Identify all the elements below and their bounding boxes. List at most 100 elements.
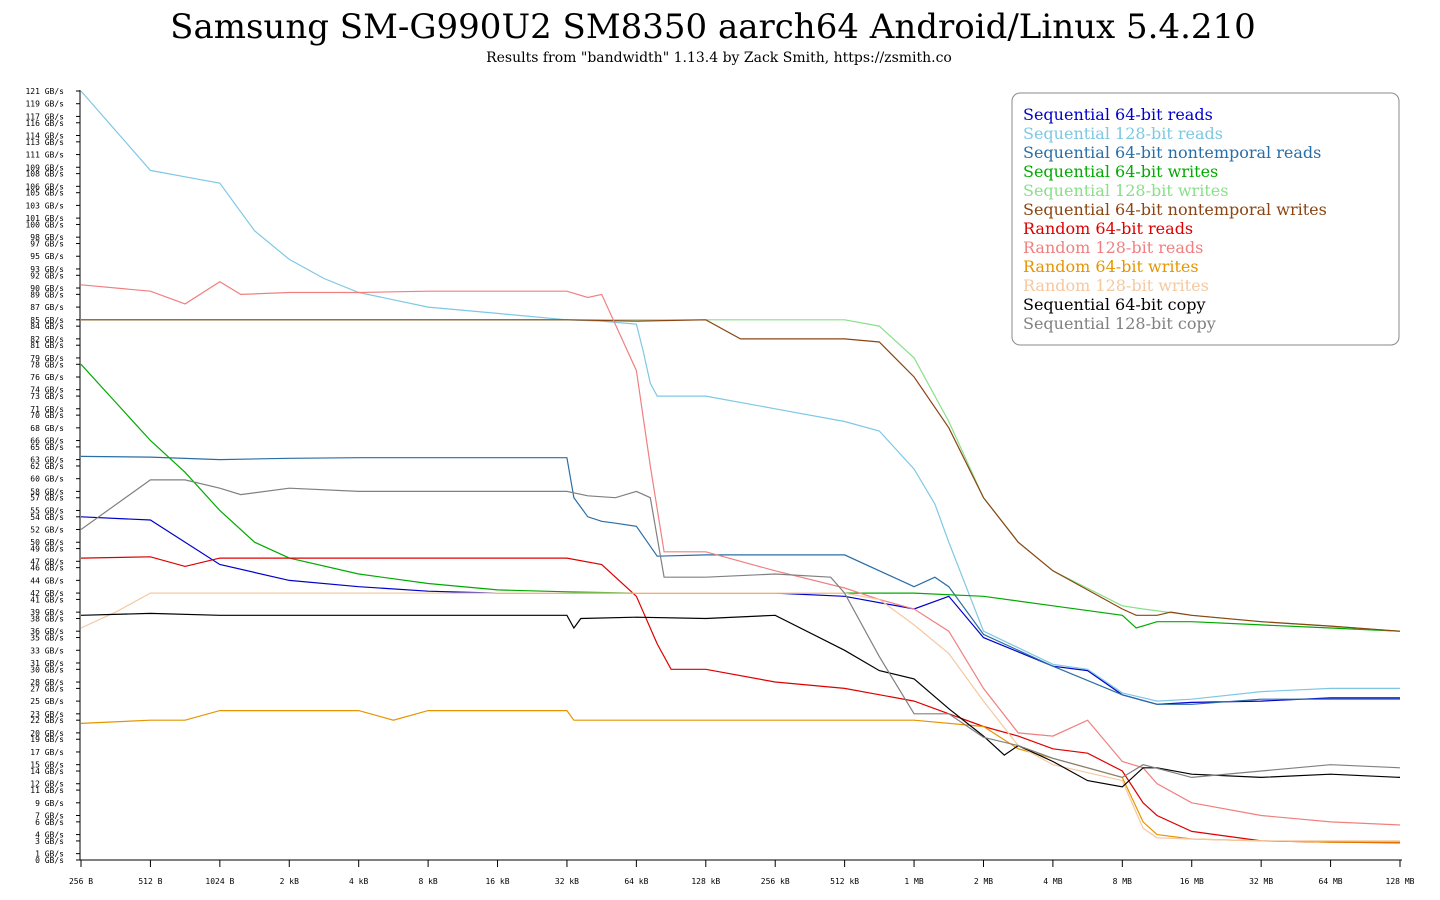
y-tick-label: 114 GB/s	[25, 131, 64, 140]
y-tick-label: 11 GB/s	[30, 786, 64, 795]
y-tick-label: 19 GB/s	[30, 735, 64, 744]
y-tick-label: 38 GB/s	[30, 614, 64, 623]
y-tick-label: 85 GB/s	[30, 316, 64, 325]
y-tick-label: 6 GB/s	[35, 818, 64, 827]
y-tick-label: 82 GB/s	[30, 335, 64, 344]
y-tick-label: 15 GB/s	[30, 761, 64, 770]
y-tick-label: 50 GB/s	[30, 538, 64, 547]
y-tick-label: 7 GB/s	[35, 812, 64, 821]
y-tick-label: 97 GB/s	[30, 240, 64, 249]
y-tick-label: 121 GB/s	[25, 87, 64, 96]
y-tick-label: 41 GB/s	[30, 595, 64, 604]
y-tick-label: 113 GB/s	[25, 138, 64, 147]
y-tick-label: 52 GB/s	[30, 526, 64, 535]
y-tick-label: 92 GB/s	[30, 271, 64, 280]
y-tick-label: 108 GB/s	[25, 170, 64, 179]
x-tick-label: 512 B	[138, 877, 162, 886]
chart-subtitle: Results from "bandwidth" 1.13.4 by Zack …	[486, 50, 952, 66]
series-line-4	[80, 363, 1401, 632]
y-tick-label: 117 GB/s	[25, 112, 64, 121]
series-line-11	[80, 612, 1401, 788]
x-tick-label: 16 MB	[1180, 877, 1204, 886]
legend-entry: Random 128-bit writes	[1023, 276, 1209, 295]
y-tick-label: 20 GB/s	[30, 729, 64, 738]
y-tick-label: 0 GB/s	[35, 856, 64, 865]
y-tick-label: 9 GB/s	[35, 799, 64, 808]
y-tick-label: 28 GB/s	[30, 678, 64, 687]
y-tick-label: 68 GB/s	[30, 424, 64, 433]
x-tick-label: 8 kB	[418, 877, 437, 886]
y-tick-label: 100 GB/s	[25, 220, 64, 229]
y-tick-label: 27 GB/s	[30, 684, 64, 693]
y-tick-label: 78 GB/s	[30, 360, 64, 369]
y-tick-label: 81 GB/s	[30, 341, 64, 350]
y-tick-label: 101 GB/s	[25, 214, 64, 223]
legend-box	[1011, 92, 1400, 346]
x-tick-label: 256 kB	[761, 877, 790, 886]
legend-entry: Sequential 128-bit writes	[1023, 181, 1228, 200]
x-tick-label: 4 MB	[1043, 877, 1062, 886]
y-tick-label: 84 GB/s	[30, 322, 64, 331]
legend-entry: Sequential 128-bit copy	[1023, 314, 1216, 333]
x-tick-label: 64 MB	[1319, 877, 1343, 886]
y-tick-label: 98 GB/s	[30, 233, 64, 242]
y-tick-label: 95 GB/s	[30, 252, 64, 261]
series-line-1	[80, 516, 1400, 705]
y-tick-label: 22 GB/s	[30, 716, 64, 725]
x-tick-label: 64 kB	[624, 877, 648, 886]
legend: Sequential 64-bit reads Sequential 128-bi…	[1011, 92, 1400, 346]
y-tick-label: 55 GB/s	[30, 506, 64, 515]
y-tick-label: 63 GB/s	[30, 456, 64, 465]
y-ticks: 0 GB/s1 GB/s 3 GB/s4 GB/s 6 GB/s7 GB/s 9 GB…	[25, 87, 80, 865]
y-tick-label: 17 GB/s	[30, 748, 64, 757]
series-line-9	[80, 709, 1400, 843]
x-tick-label: 128 kB	[691, 877, 720, 886]
y-tick-label: 70 GB/s	[30, 411, 64, 420]
y-tick-label: 119 GB/s	[25, 100, 64, 109]
y-tick-label: 109 GB/s	[25, 163, 64, 172]
legend-entry: Sequential 64-bit reads	[1023, 105, 1213, 124]
x-tick-label: 2 kB	[280, 877, 299, 886]
x-tick-label: 128 MB	[1386, 877, 1415, 886]
y-tick-label: 73 GB/s	[30, 392, 64, 401]
y-tick-label: 116 GB/s	[25, 119, 64, 128]
y-tick-label: 57 GB/s	[30, 494, 64, 503]
y-tick-label: 3 GB/s	[35, 837, 64, 846]
y-tick-label: 47 GB/s	[30, 557, 64, 566]
legend-entry: Sequential 64-bit writes	[1023, 162, 1218, 181]
y-tick-label: 62 GB/s	[30, 462, 64, 471]
series-line-2	[80, 90, 1400, 702]
y-tick-label: 35 GB/s	[30, 634, 64, 643]
y-tick-label: 33 GB/s	[30, 646, 64, 655]
y-tick-label: 31 GB/s	[30, 659, 64, 668]
x-tick-label: 32 kB	[555, 877, 579, 886]
series-line-3	[80, 455, 1400, 705]
x-tick-label: 512 kB	[830, 877, 859, 886]
y-tick-label: 111 GB/s	[25, 151, 64, 160]
legend-entry: Random 64-bit writes	[1023, 257, 1199, 276]
y-tick-label: 36 GB/s	[30, 627, 64, 636]
x-tick-label: 2 MB	[974, 877, 993, 886]
series-line-7	[80, 556, 1401, 844]
x-tick-label: 4 kB	[349, 877, 368, 886]
legend-entry: Sequential 64-bit copy	[1023, 295, 1206, 314]
y-tick-label: 106 GB/s	[25, 182, 64, 191]
y-tick-label: 79 GB/s	[30, 354, 64, 363]
y-tick-label: 90 GB/s	[30, 284, 64, 293]
x-tick-label: 16 kB	[485, 877, 509, 886]
series-line-6	[81, 319, 1401, 632]
y-tick-label: 1 GB/s	[35, 850, 64, 859]
legend-entry: Sequential 64-bit nontemporal reads	[1023, 143, 1321, 162]
y-tick-label: 87 GB/s	[30, 303, 64, 312]
y-tick-label: 25 GB/s	[30, 697, 64, 706]
x-tick-label: 1024 B	[205, 877, 234, 886]
y-tick-label: 30 GB/s	[30, 665, 64, 674]
legend-entry: Sequential 64-bit nontemporal writes	[1023, 200, 1327, 219]
series-line-10	[80, 592, 1400, 842]
y-tick-label: 74 GB/s	[30, 386, 64, 395]
x-tick-label: 32 MB	[1249, 877, 1273, 886]
legend-entry: Random 64-bit reads	[1023, 219, 1193, 238]
y-tick-label: 4 GB/s	[35, 831, 64, 840]
y-tick-label: 93 GB/s	[30, 265, 64, 274]
